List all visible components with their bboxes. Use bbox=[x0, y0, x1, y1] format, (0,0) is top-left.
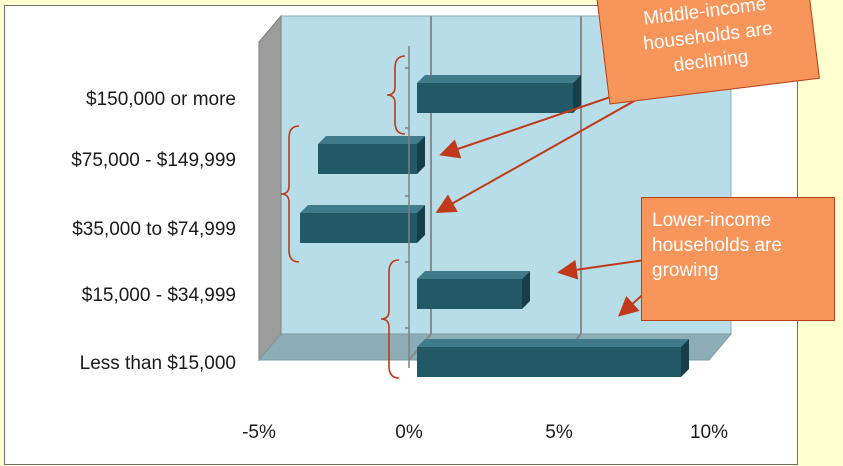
bracket-lower-income bbox=[380, 259, 400, 379]
bar bbox=[417, 347, 681, 377]
bar-top bbox=[318, 136, 425, 144]
category-label: $35,000 to $74,999 bbox=[72, 219, 236, 240]
bar-side bbox=[522, 271, 530, 309]
bracket-middle-income bbox=[280, 125, 300, 263]
gridline bbox=[408, 16, 432, 361]
category-label: $150,000 or more bbox=[86, 89, 236, 110]
callout-lower-income: Lower-income households are growing bbox=[641, 197, 835, 321]
bar bbox=[417, 83, 573, 113]
plot-side-wall bbox=[258, 14, 282, 362]
arrow-to-75k-bar bbox=[439, 87, 638, 159]
bar-side bbox=[573, 75, 581, 113]
bar-top bbox=[300, 205, 425, 213]
bar-side bbox=[417, 205, 425, 243]
bar-top bbox=[417, 271, 530, 279]
arrow-to-35k-bar bbox=[435, 95, 644, 213]
bar bbox=[318, 144, 417, 174]
bar-top bbox=[417, 75, 581, 83]
category-label: $15,000 - $34,999 bbox=[82, 285, 236, 306]
x-tick-label: -5% bbox=[242, 422, 276, 443]
callout-lower-line-2: households are bbox=[652, 235, 782, 256]
arrow-to-15k-bar bbox=[557, 259, 646, 280]
bar-side bbox=[417, 136, 425, 174]
bar-top bbox=[417, 339, 689, 347]
x-tick-label: 0% bbox=[395, 422, 423, 443]
callout-lower-line-1: Lower-income bbox=[652, 210, 772, 231]
callout-lower-line-3: growing bbox=[652, 260, 719, 281]
x-tick-label: 10% bbox=[690, 422, 728, 443]
bar-side bbox=[681, 339, 689, 377]
bar bbox=[417, 279, 522, 309]
bracket-upper-income bbox=[386, 55, 406, 135]
category-label: $75,000 - $149,999 bbox=[71, 150, 236, 171]
x-tick-label: 5% bbox=[545, 422, 573, 443]
bar bbox=[300, 213, 417, 243]
category-label: Less than $15,000 bbox=[80, 353, 236, 374]
